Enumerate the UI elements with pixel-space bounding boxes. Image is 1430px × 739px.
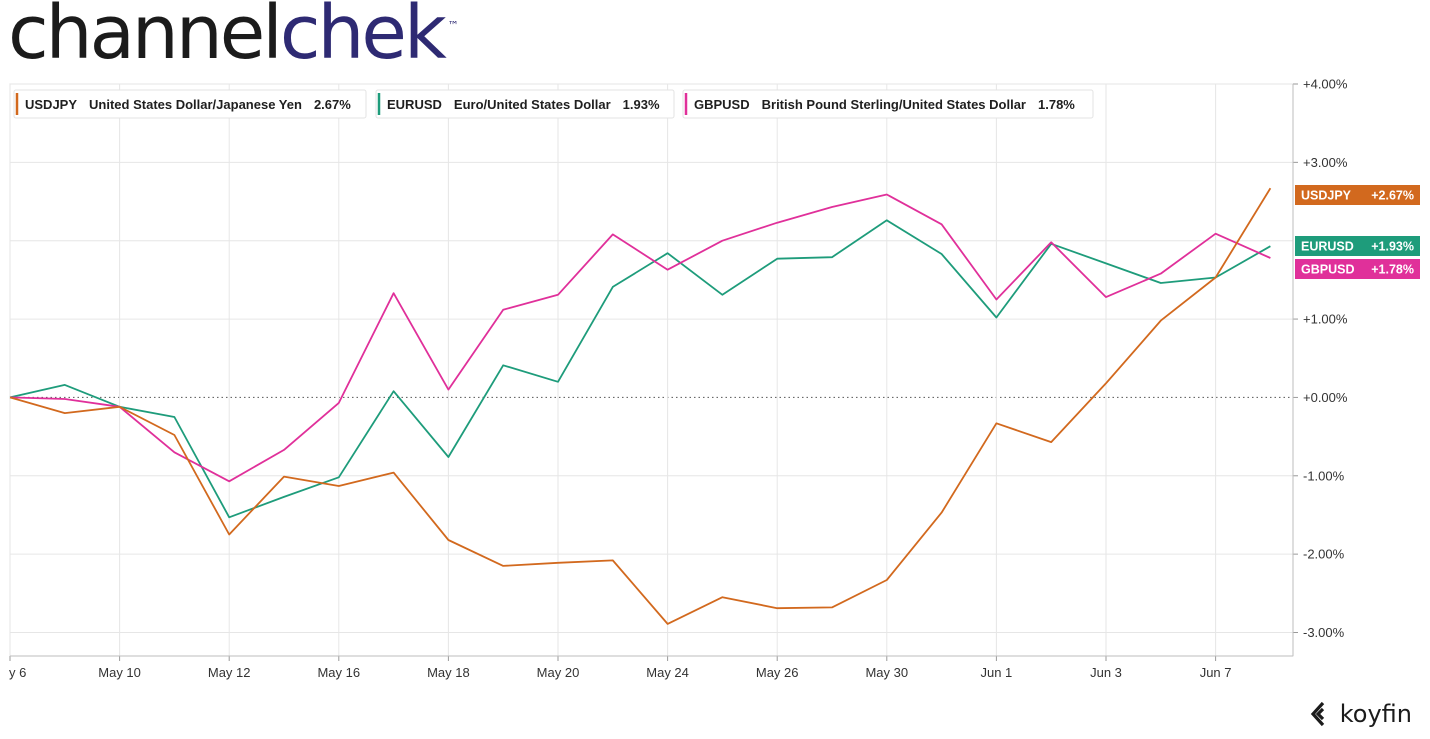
y-tick-label: -1.00% (1303, 468, 1345, 483)
x-tick-label: May 26 (756, 665, 799, 680)
series-line-gbpusd (9, 193, 1271, 483)
legend-text: EURUSD Euro/United States Dollar 1.93% (387, 97, 660, 112)
x-tick-label: May 18 (427, 665, 470, 680)
series-line-eurusd (9, 219, 1271, 519)
legend-layer: USDJPY United States Dollar/Japanese Yen 2… (13, 89, 1094, 119)
legend-value: 2.67% (314, 97, 351, 112)
legend-item-eurusd[interactable]: EURUSD Euro/United States Dollar 1.93% (375, 89, 675, 119)
channelchek-logo: channelchek ™ (8, 0, 459, 70)
legend-name: British Pound Sterling/United States Dol… (762, 97, 1026, 112)
grid-layer (9, 83, 1294, 657)
end-label-symbol: USDJPY (1301, 189, 1352, 203)
end-label-bg (1295, 185, 1420, 205)
brand-part-2: chek (279, 0, 447, 76)
koyfin-logo-text: koyfin (1339, 700, 1412, 728)
end-label-usdjpy: USDJPY +2.67% (1295, 185, 1420, 205)
legend-box (375, 89, 675, 119)
end-labels-layer: USDJPY +2.67% EURUSD +1.93% GBPUSD +1.78% (1295, 185, 1420, 279)
legend-symbol: EURUSD (387, 97, 442, 112)
legend-box (13, 89, 367, 119)
end-label-symbol: EURUSD (1301, 240, 1354, 254)
brand-part-1: channel (8, 0, 283, 76)
x-tick-label: Jun 7 (1200, 665, 1232, 680)
y-tick-label: +4.00% (1303, 77, 1348, 92)
legend-name: Euro/United States Dollar (454, 97, 611, 112)
end-label-bg (1295, 259, 1420, 279)
x-tick-label: May 16 (317, 665, 360, 680)
x-tick-label: May 20 (537, 665, 580, 680)
koyfin-logo: koyfin (1310, 700, 1412, 728)
end-label-eurusd: EURUSD +1.93% (1295, 236, 1420, 256)
end-label-bg (1295, 236, 1420, 256)
plot-frame (9, 83, 1294, 657)
x-tick-label: May 10 (98, 665, 141, 680)
legend-item-usdjpy[interactable]: USDJPY United States Dollar/Japanese Yen 2… (13, 89, 367, 119)
end-label-value: +2.67% (1371, 189, 1414, 203)
legend-text: GBPUSD British Pound Sterling/United Stat… (694, 97, 1075, 112)
end-label-value: +1.93% (1371, 240, 1414, 254)
y-tick-label: +3.00% (1303, 155, 1348, 170)
legend-symbol: USDJPY (25, 97, 77, 112)
y-tick-label: +0.00% (1303, 390, 1348, 405)
x-tick-label: Jun 1 (980, 665, 1012, 680)
brand-trademark: ™ (447, 19, 459, 32)
x-tick-label: May 30 (865, 665, 908, 680)
x-tick-label: May 24 (646, 665, 689, 680)
legend-value: 1.78% (1038, 97, 1075, 112)
axis-layer: y 6 May 10 May 12 May 16 May 18 May 20 May 24 M… (9, 77, 1348, 681)
end-label-symbol: GBPUSD (1301, 263, 1354, 277)
legend-value: 1.93% (623, 97, 660, 112)
y-tick-label: -2.00% (1303, 547, 1345, 562)
legend-item-gbpusd[interactable]: GBPUSD British Pound Sterling/United Stat… (682, 89, 1094, 119)
koyfin-logo-icon (1310, 701, 1324, 727)
series-layer (9, 187, 1272, 625)
x-tick-label: May 12 (208, 665, 251, 680)
legend-symbol: GBPUSD (694, 97, 750, 112)
x-tick-label: y 6 (9, 665, 26, 680)
x-tick-label: Jun 3 (1090, 665, 1122, 680)
y-tick-label: +1.00% (1303, 312, 1348, 327)
series-line-usdjpy (9, 187, 1272, 625)
legend-box (682, 89, 1094, 119)
end-label-gbpusd: GBPUSD +1.78% (1295, 259, 1420, 279)
y-tick-label: -3.00% (1303, 625, 1345, 640)
legend-name: United States Dollar/Japanese Yen (89, 97, 302, 112)
legend-text: USDJPY United States Dollar/Japanese Yen 2… (25, 97, 351, 112)
end-label-value: +1.78% (1371, 263, 1414, 277)
